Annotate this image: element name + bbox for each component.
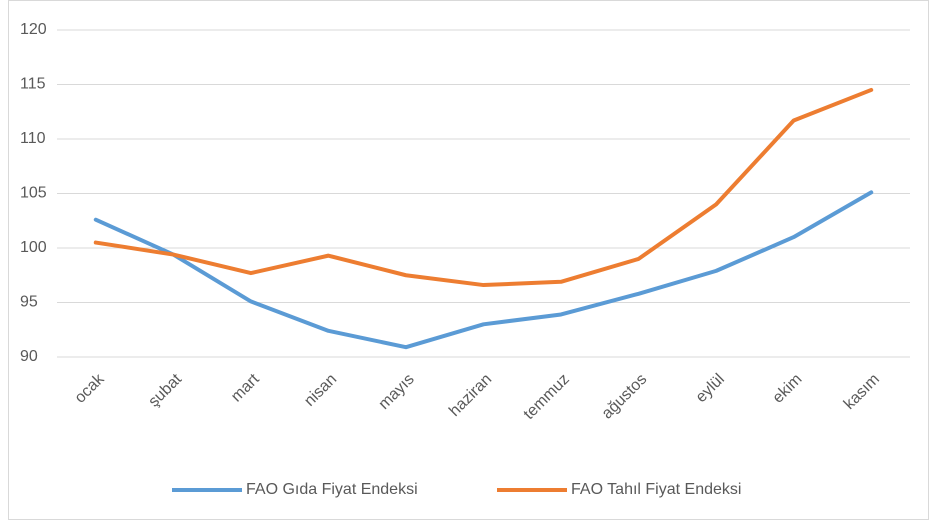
series-line [93, 87, 874, 288]
y-tick-label: 115 [20, 76, 46, 93]
chart-border [8, 0, 929, 520]
y-tick-label: 90 [20, 348, 38, 365]
legend-label: FAO Tahıl Fiyat Endeksi [571, 481, 741, 498]
series-line [93, 190, 874, 350]
y-tick-label: 100 [20, 239, 47, 256]
y-tick-label: 120 [20, 21, 47, 38]
legend-label: FAO Gıda Fiyat Endeksi [246, 481, 418, 498]
y-tick-label: 95 [20, 294, 38, 311]
y-tick-label: 105 [20, 185, 47, 202]
y-tick-label: 110 [20, 130, 46, 147]
